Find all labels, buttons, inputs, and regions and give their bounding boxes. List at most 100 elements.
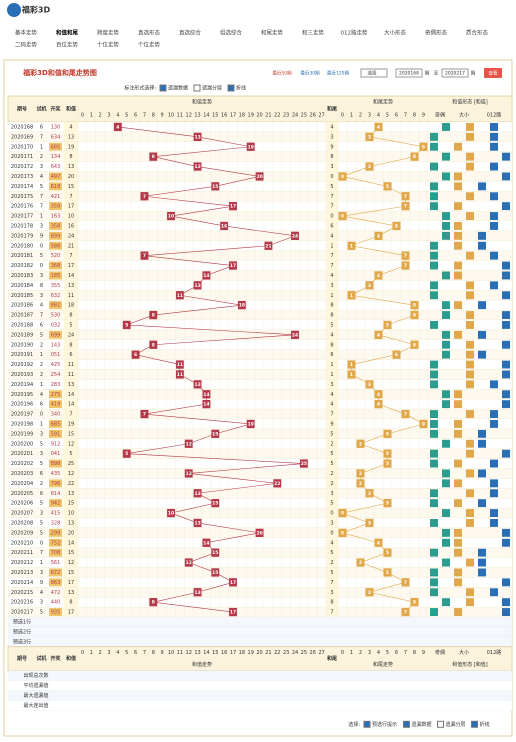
sum-hit-label: 12 — [186, 441, 192, 447]
tail-hit-label: 4 — [377, 273, 380, 279]
sum-col-bg — [64, 300, 78, 311]
shape-hit — [454, 142, 462, 151]
nav-link[interactable]: 直选综合 — [179, 29, 202, 37]
test-number: 1 — [40, 352, 43, 358]
tail-col-bg — [326, 349, 338, 360]
tail-hit-label: 7 — [404, 253, 407, 259]
range-link[interactable]: 最近50期 — [272, 70, 292, 77]
to-input[interactable] — [441, 68, 469, 78]
view-button[interactable] — [484, 68, 502, 78]
tail-col-head: 2 — [359, 113, 362, 119]
shape-hit — [502, 202, 510, 211]
sum-value: 14 — [68, 392, 74, 398]
range-link[interactable]: 最近30期 — [300, 70, 320, 77]
from-input[interactable] — [395, 68, 423, 78]
period-select[interactable] — [360, 68, 388, 78]
sum-col-bg — [64, 399, 78, 410]
option-checkbox[interactable] — [227, 84, 235, 92]
sum-hit-label: 11 — [177, 362, 183, 368]
sum-col-bg — [64, 329, 78, 340]
tail-hit — [374, 271, 383, 280]
column-head: 开奖 — [50, 106, 61, 113]
shape-col-head: 奇偶 — [435, 112, 445, 119]
option-checkbox[interactable] — [437, 720, 444, 728]
test-number: 5 — [40, 530, 43, 536]
option-checkbox[interactable] — [403, 720, 410, 728]
draw-bg — [49, 538, 62, 547]
nav-link[interactable]: 组选综合 — [220, 29, 243, 37]
option-checkbox[interactable] — [471, 720, 478, 728]
sum-hit — [122, 320, 131, 330]
draw-bg — [49, 390, 62, 399]
sum-col-head: 2 — [99, 113, 102, 119]
shape-hit — [430, 429, 438, 438]
sum-hit — [246, 419, 255, 429]
range-link[interactable]: 最近120期 — [327, 70, 350, 77]
sum-hit-label: 13 — [194, 283, 200, 289]
sum-col-bg — [64, 379, 78, 390]
tail-col-bg — [326, 389, 338, 400]
sum-col-head: 16 — [221, 113, 227, 119]
sum-col-bg — [64, 508, 78, 518]
tail-col-bg — [326, 448, 338, 459]
nav-link[interactable]: 质合形态 — [466, 29, 489, 37]
shape-hit — [454, 420, 462, 428]
stat-row — [7, 670, 513, 681]
draw-number: 275 — [51, 392, 61, 398]
tail-hit — [401, 409, 410, 419]
sum-hit — [149, 152, 158, 161]
tail-col-head: 9 — [422, 113, 425, 119]
draw-number: 425 — [51, 362, 61, 368]
logo-text: 福彩3D — [21, 5, 51, 15]
test-number: 5 — [40, 184, 43, 190]
tail-hit-label: 1 — [350, 243, 353, 249]
tail-col-head: 5 — [386, 650, 389, 656]
nav-link[interactable]: 基本走势 — [15, 29, 38, 37]
test-number: 2 — [40, 362, 43, 368]
tail-value: 3 — [330, 164, 333, 170]
shape-hit — [454, 459, 462, 468]
shape-hit — [478, 231, 486, 240]
nav-link[interactable]: 奇偶形态 — [425, 29, 448, 37]
option-checkbox[interactable] — [363, 720, 371, 728]
nav-link[interactable]: 十位走势 — [97, 41, 120, 49]
test-number: 7 — [40, 204, 43, 210]
nav-link[interactable]: 百位走势 — [56, 41, 79, 49]
tail-hit-label: 9 — [422, 421, 425, 427]
sum-hit-label: 10 — [168, 214, 174, 220]
shape-hit — [490, 162, 498, 171]
draw-number: 618 — [51, 184, 61, 190]
period: 2020186 — [11, 303, 33, 309]
option-checkbox[interactable] — [193, 84, 201, 92]
tail-hit-label: 7 — [404, 580, 407, 586]
nav-link[interactable]: 大小形态 — [384, 29, 407, 37]
nav-link[interactable]: 和尾走势 — [261, 29, 284, 37]
sum-hit-label: 8 — [152, 342, 155, 348]
tail-hit — [338, 172, 347, 181]
tail-hit-label: 3 — [368, 164, 371, 170]
nav-link[interactable]: 和值和尾 — [56, 29, 79, 37]
tail-value: 0 — [330, 174, 333, 180]
tail-col-head: 3 — [368, 113, 371, 119]
nav-link[interactable]: 012路走势 — [341, 29, 368, 37]
nav-link[interactable]: 跨度走势 — [97, 29, 120, 37]
shape-hit — [430, 459, 438, 468]
tail-hit — [374, 122, 383, 132]
sum-value: 17 — [68, 610, 74, 616]
sum-value: 14 — [68, 273, 74, 279]
nav-link[interactable]: 直选形态 — [138, 29, 161, 37]
shape-hit — [502, 528, 510, 537]
nav-link[interactable]: 和三走势 — [302, 29, 325, 37]
period: 2020171 — [11, 154, 33, 160]
nav-link[interactable]: 个位走势 — [138, 41, 161, 49]
period: 2020201 — [11, 451, 33, 457]
tail-col-bg — [326, 488, 338, 499]
nav-link[interactable]: 二码走势 — [15, 41, 38, 49]
sum-col-bg — [64, 339, 78, 350]
draw-bg — [49, 202, 62, 211]
period: 2020192 — [11, 362, 33, 368]
period: 2020196 — [11, 402, 33, 408]
option-checkbox[interactable] — [159, 84, 167, 92]
shape-hit — [502, 271, 510, 280]
tail-hit-label: 7 — [404, 194, 407, 200]
